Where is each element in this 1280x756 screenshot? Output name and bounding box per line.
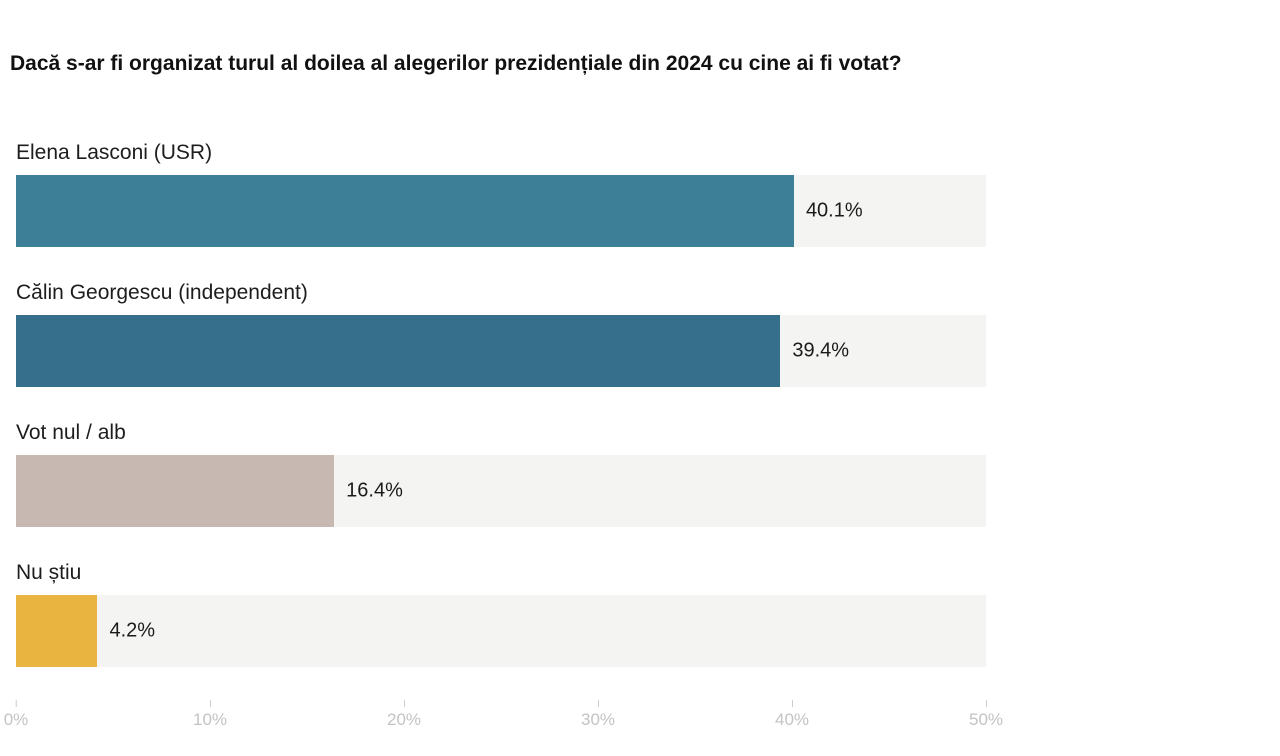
bar-fill [16,595,98,667]
bar-track: 16.4% [16,455,986,527]
x-axis-tick: 50% [969,700,1003,730]
bar-value-label: 40.1% [805,199,863,222]
bar-value-label: 39.4% [792,339,850,362]
bar-category-label: Călin Georgescu (independent) [16,281,308,304]
poll-bar-chart-page: Dacă s-ar fi organizat turul al doilea a… [0,50,1280,756]
x-axis-tick-mark [209,700,211,707]
bar-category-label: Vot nul / alb [16,421,126,444]
x-axis-tick-label: 40% [774,710,810,729]
bar-track: 40.1% [16,175,986,247]
bar-value-label: 16.4% [346,479,403,502]
x-axis-tick-mark [15,700,17,707]
x-axis-tick: 20% [387,700,421,730]
bar-track: 4.2% [16,595,986,667]
chart-title: Dacă s-ar fi organizat turul al doilea a… [10,52,902,75]
x-axis-tick-mark [403,700,405,707]
bar-row: Nu știu 4.2% [16,560,986,667]
bar-row: Vot nul / alb 16.4% [16,420,986,527]
x-axis-tick-label: 10% [192,710,228,729]
bar-chart: Elena Lasconi (USR) 40.1% Călin Georgesc… [16,140,986,667]
bar-track: 39.4% [16,315,986,387]
x-axis-tick-label: 30% [580,710,616,729]
x-axis-tick-mark [791,700,793,707]
bar-fill [16,315,781,387]
x-axis-tick: 40% [775,700,809,730]
bar-category-label: Elena Lasconi (USR) [16,141,213,164]
bar-row: Călin Georgescu (independent) 39.4% [16,280,986,387]
x-axis-tick-mark [985,700,987,707]
bar-fill [16,455,335,527]
bar-value-label: 4.2% [109,619,156,642]
bar-fill [16,175,794,247]
x-axis-tick-label: 20% [386,710,422,729]
x-axis-tick: 10% [193,700,227,730]
x-axis-tick: 30% [581,700,615,730]
bar-row: Elena Lasconi (USR) 40.1% [16,140,986,247]
x-axis-tick-label: 50% [968,710,1004,729]
x-axis: 0% 10% 20% 30% 40% 50% [4,700,1003,742]
bar-category-label: Nu știu [16,561,82,584]
x-axis-tick-label: 0% [3,710,29,729]
x-axis-tick: 0% [3,700,29,730]
x-axis-tick-mark [597,700,599,707]
